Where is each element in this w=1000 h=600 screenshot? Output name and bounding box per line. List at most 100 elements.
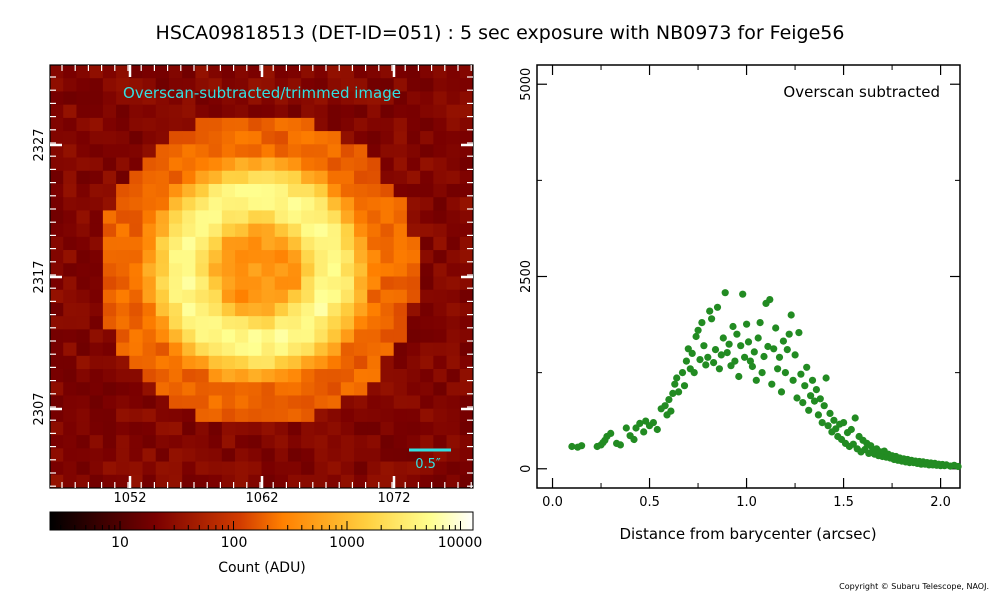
data-point [851,414,859,422]
x-tick-label: 1.0 [736,495,757,510]
data-point [805,406,813,414]
data-point [783,346,791,354]
data-point [814,411,823,419]
data-point [690,369,698,377]
y-tick-label: 2500 [519,260,534,293]
data-point [675,388,683,396]
data-point [820,402,828,410]
data-point [826,409,834,417]
annotation-text: Overscan subtracted [783,83,940,101]
data-point [630,435,638,444]
image-x-tick-label: 1072 [377,491,410,506]
data-point [824,422,832,430]
image-y-tick-label: 2317 [32,260,47,293]
data-point [840,419,848,427]
y-tick-label: 0 [519,465,534,473]
data-point [700,342,708,350]
data-point [719,334,727,342]
data-point [803,363,811,371]
x-axis-label: Distance from barycenter (arcsec) [619,525,876,543]
data-point [774,365,782,373]
x-tick-label: 0.0 [542,495,563,510]
data-point [801,382,809,390]
data-point [781,369,790,377]
image-label: Overscan-subtracted/trimmed image [123,84,401,102]
data-point [725,340,733,348]
data-point [770,345,778,353]
data-point [667,407,675,415]
data-point [822,374,830,382]
data-point [698,319,706,327]
data-point [616,441,625,449]
data-point [789,376,797,384]
data-point [772,324,780,332]
data-point [768,380,776,388]
data-point [741,353,749,361]
data-point [750,348,758,356]
data-point [678,369,687,377]
data-point [661,402,669,410]
data-point [779,337,788,345]
data-point [743,320,751,328]
plot-frame [536,64,961,489]
data-point [702,361,710,369]
x-tick-label: 1.5 [833,495,854,510]
data-point [733,330,741,338]
data-point [578,442,586,450]
data-point [812,386,821,394]
data-point [777,388,786,396]
data-point [692,332,700,341]
data-point [735,372,743,381]
data-point [954,462,962,471]
data-point [665,396,673,404]
data-point [756,319,764,327]
data-point [818,419,826,427]
data-point [704,353,712,361]
data-point [713,303,722,311]
data-point [711,346,720,354]
data-point [752,376,760,384]
data-point [607,429,615,437]
colorbar-gradient [49,511,474,531]
data-point [793,394,801,402]
image-x-tick-label: 1052 [113,491,146,506]
data-point [795,329,803,337]
data-point [721,289,729,297]
data-point [636,419,644,427]
image-pixels [50,65,474,489]
data-point [791,351,799,359]
x-tick-label: 0.5 [639,495,660,510]
data-point [653,425,661,434]
scale-bar-label: 0.5″ [415,457,441,472]
data-point [799,399,807,407]
data-point [746,357,755,365]
data-point [694,326,702,334]
data-point [673,374,681,382]
data-point [706,307,714,315]
data-point [787,311,795,319]
data-point [717,351,725,359]
data-point [696,356,704,364]
colorbar-label: Count (ADU) [218,560,306,576]
data-point [760,352,768,361]
data-point [737,342,745,350]
data-point [708,315,716,323]
y-tick-label: 5000 [519,68,534,101]
data-point [748,362,757,371]
data-point [568,442,576,451]
data-point [797,370,805,378]
data-point [816,395,824,403]
data-point [669,389,677,397]
data-point [723,349,731,357]
colorbar-tick-label: 100 [221,535,248,551]
figure-title: HSCA09818513 (DET-ID=051) : 5 sec exposu… [155,22,845,44]
data-point [766,296,774,304]
data-point [640,428,648,436]
colorbar-tick-label: 10000 [438,535,483,551]
data-point [744,338,753,346]
data-point [847,425,855,434]
image-y-tick-label: 2307 [32,392,47,425]
colorbar-tick-label: 10 [111,535,129,551]
